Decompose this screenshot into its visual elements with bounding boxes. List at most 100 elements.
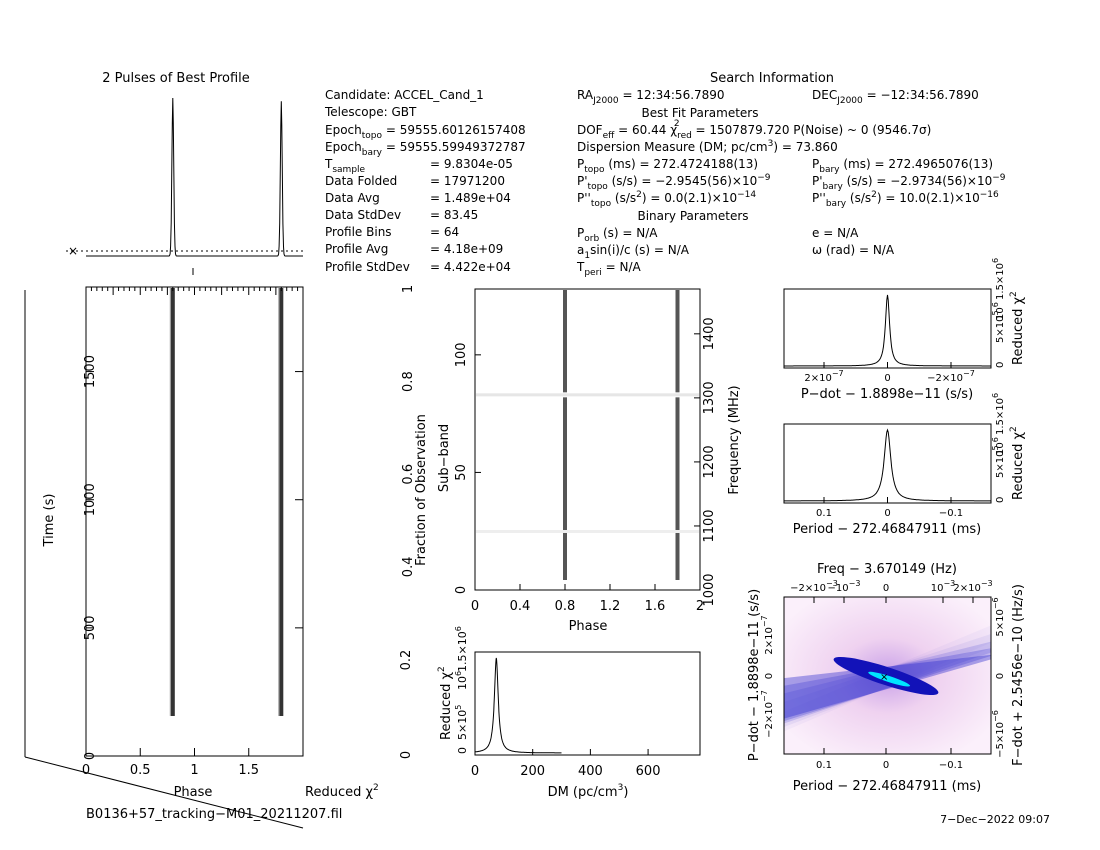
- ppdot-x-tick-label: 0.1: [816, 760, 832, 771]
- dm-line: Dispersion Measure (DM; pc/cm3) = 73.860: [577, 139, 838, 154]
- subband-pulse-track: [563, 397, 567, 408]
- pdbary-line: P'bary (s/s) = −2.9734(56)×10−9: [812, 173, 1006, 192]
- dm-x-tick-label: 0: [471, 764, 479, 779]
- dm-chi-tick-label: 1.5×106: [454, 626, 469, 672]
- time-y-tick-label: 500: [83, 615, 98, 640]
- frequency-tick-label: 1300: [702, 381, 717, 414]
- fraction-tick-label: 0.4: [401, 557, 416, 578]
- dof-line: DOFeff = 60.44 χred2 = 1507879.720 P(Noi…: [577, 119, 931, 141]
- fraction-tick-label: 0.8: [401, 371, 416, 392]
- pdot-frame: [783, 288, 992, 369]
- porb-line: Porb (s) = N/A: [577, 226, 658, 244]
- ppdot-left-tick-label: −2×10−7: [760, 690, 775, 738]
- ppdot-left-tick-label: 2×10−7: [760, 615, 775, 654]
- time-pulse-track: [279, 288, 284, 716]
- period-xlabel: Period − 272.46847911 (ms): [793, 522, 982, 537]
- ppdot-left-tick-label: 0: [764, 673, 775, 679]
- binary-title: Binary Parameters: [637, 209, 748, 223]
- info-left-row: Data Folded = 17971200: [325, 174, 505, 188]
- frequency-tick-label: 1000: [702, 573, 717, 606]
- time-x-tick-label: 1.5: [238, 763, 259, 778]
- time-pulse-edge: [169, 288, 171, 716]
- period-y-tick-label: 0: [995, 497, 1006, 503]
- filename-label: B0136+57_tracking−M01_20211207.fil: [86, 807, 342, 822]
- date-label: 7−Dec−2022 09:07: [940, 813, 1050, 826]
- info-left-row: Data StdDev = 83.45: [325, 208, 478, 222]
- ppdot-xlabel: Period − 272.46847911 (ms): [793, 779, 982, 794]
- tperi-line: Tperi = N/A: [576, 260, 642, 278]
- freq-title: Freq − 3.670149 (Hz): [817, 562, 957, 577]
- dm-x-tick-label: 400: [578, 764, 603, 779]
- frequency-tick-label: 1200: [702, 445, 717, 478]
- time-pulse-track: [170, 288, 175, 716]
- ppdot-top-tick-label: −2×10−3: [790, 579, 838, 594]
- subband-pulse-track: [675, 397, 680, 408]
- omega-line: ω (rad) = N/A: [812, 243, 895, 257]
- search-info-title: Search Information: [710, 71, 834, 86]
- ppdot-left-label: P−dot − 1.8898e−11 (s/s): [747, 589, 762, 761]
- ppdot-top-tick-label: 2×10−3: [953, 579, 992, 594]
- dm-curve: [475, 657, 562, 754]
- dm-chi-tick-label: 106: [454, 671, 469, 690]
- subband-x-tick-label: 0.8: [555, 599, 576, 614]
- pdot-xlabel: P−dot − 1.8898e−11 (s/s): [801, 387, 973, 402]
- info-left-row: Profile Bins = 64: [325, 225, 459, 239]
- ppdot-x-tick-label: −0.1: [939, 760, 963, 771]
- info-left-row: Candidate: ACCEL_Cand_1: [325, 88, 484, 102]
- subband-x-tick-label: 0.4: [510, 599, 531, 614]
- time-phase-plot: 0 0.5 1 1.5 0 500 1000 1500 Time (s) Phase Redu…: [24, 286, 379, 829]
- ppdot-heatmap: × 0.1 0 −0.1 −2×10−3−10−3 0 10−32×10−3 2×10−7 0…: [747, 562, 1026, 794]
- ppdot-best-marker-icon: ×: [880, 672, 888, 683]
- period-y-tick-label: 1.5×106: [991, 393, 1006, 435]
- time-pulse-edge: [278, 288, 280, 716]
- dm-frame: [474, 651, 701, 756]
- pddtopo-line: P''topo (s/s2) = 0.0(2.1)×10−14: [577, 190, 756, 209]
- dm-ylabel: Reduced χ2: [437, 666, 454, 740]
- subband-tick-label: 0: [454, 586, 469, 594]
- subband-frame: [474, 288, 701, 591]
- period-x-tick-label: 0.1: [816, 508, 832, 519]
- info-left-row: Epochbary = 59555.59949372787: [325, 140, 526, 158]
- dm-y-tick-label: 0: [399, 751, 414, 759]
- pbary-line: Pbary (ms) = 272.4965076(13): [812, 157, 993, 175]
- subband-x-tick-label: 0: [471, 599, 479, 614]
- frequency-tick-label: 1400: [702, 317, 717, 350]
- period-ylabel: Reduced χ2: [1009, 426, 1026, 500]
- subband-pulse-track: [563, 290, 567, 393]
- ppdot-right-label: F−dot + 2.5456e−10 (Hz/s): [1011, 584, 1026, 766]
- pdot-x-tick-label: 2×10−7: [804, 369, 843, 384]
- period-y-tick-label: 5×105: [991, 445, 1006, 478]
- subband-pulse-track: [675, 290, 680, 393]
- pdot-y-tick-label: 5×105: [991, 310, 1006, 343]
- ra-line: RAJ2000 = 12:34:56.7890: [577, 88, 725, 106]
- ppdot-frame: [783, 596, 992, 755]
- pdot-ylabel: Reduced χ2: [1009, 291, 1026, 365]
- time-x-tick-label: 0.5: [130, 763, 151, 778]
- dm-chi-tick-label: 0: [456, 747, 469, 754]
- period-x-tick-label: 0: [884, 508, 890, 519]
- best-fit-title: Best Fit Parameters: [642, 106, 759, 120]
- subband-gap-row: [476, 393, 699, 397]
- time-phase-xlabel: Phase: [174, 785, 213, 800]
- time-x-tick-label: 1: [190, 763, 198, 778]
- pdot-y-tick-label: 106: [991, 302, 1006, 320]
- subband-gap-row: [476, 530, 699, 533]
- subband-x-tick-label: 1.6: [645, 599, 666, 614]
- ppdot-top-tick-label: 0: [883, 583, 889, 594]
- time-y-tick-label: 1500: [83, 355, 98, 388]
- fraction-tick-label: 1: [401, 285, 416, 293]
- profile-plot: ×: [66, 97, 303, 275]
- reduced-chi-corner-label: Reduced χ2: [305, 783, 379, 800]
- dm-xlabel: DM (pc/cm3): [548, 783, 629, 800]
- info-left-row: Data Avg = 1.489e+04: [325, 191, 511, 205]
- ppdot-x-tick-label: 0: [883, 760, 889, 771]
- dm-x-tick-label: 200: [520, 764, 545, 779]
- ptopo-line: Ptopo (ms) = 272.4724188(13): [577, 157, 758, 175]
- frequency-tick-label: 1100: [702, 509, 717, 542]
- pdot-curve: [784, 294, 991, 367]
- asini-line: a1sin(i)/c (s) = N/A: [577, 243, 690, 261]
- ppdot-ridge-band: [784, 654, 991, 719]
